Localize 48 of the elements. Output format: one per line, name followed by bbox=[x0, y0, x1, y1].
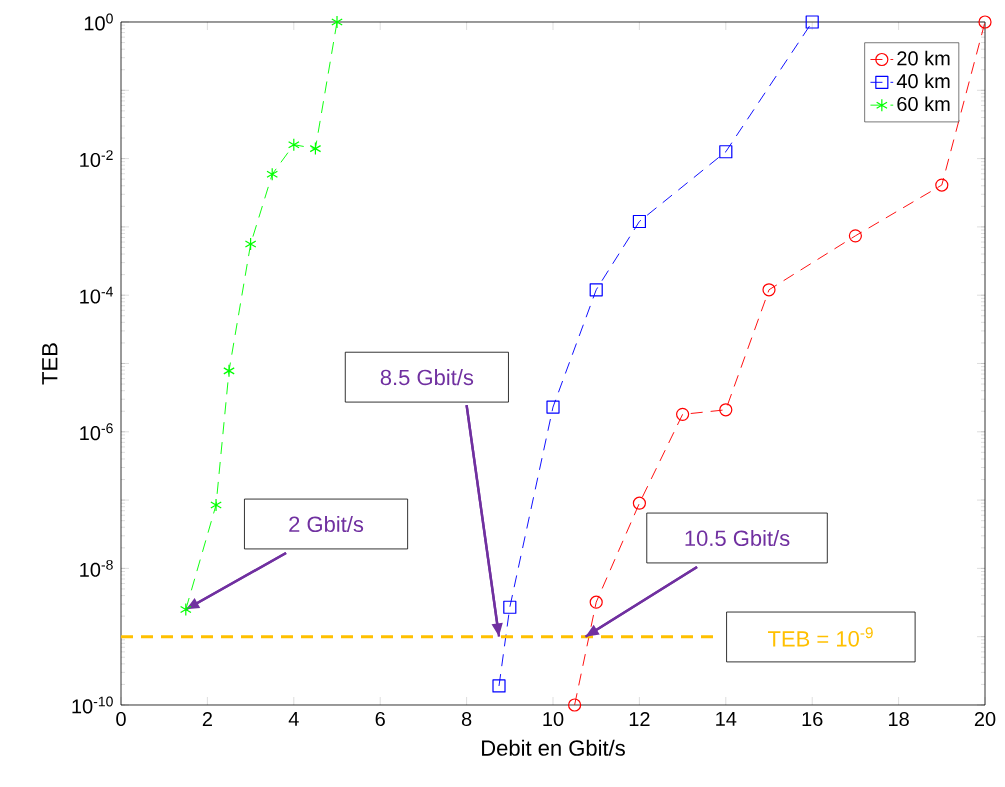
y-tick-label: 10$^{-2}$ bbox=[80, 150, 113, 168]
y-tick-label: 10$^{-4}$ bbox=[80, 286, 113, 304]
y-axis-title: TEB bbox=[42, 343, 58, 385]
annotation: 10.5 Gbit/s bbox=[685, 529, 790, 547]
y-tick-label: 10$^{-8}$ bbox=[80, 559, 113, 577]
x-tick-label: 8 bbox=[461, 711, 472, 727]
x-tick-label: 2 bbox=[202, 711, 212, 726]
legend-label: 60 km bbox=[897, 96, 950, 112]
point bbox=[288, 138, 300, 152]
point bbox=[568, 698, 582, 712]
point bbox=[719, 403, 733, 417]
y-tick-label: 10$^{0}$ bbox=[84, 13, 113, 31]
annotation: TEB = 10$^{-9}$ bbox=[768, 627, 873, 647]
point bbox=[978, 15, 992, 29]
point bbox=[266, 167, 278, 181]
legend-label: 20 km bbox=[897, 50, 950, 66]
legend-label: 40 km bbox=[896, 73, 950, 89]
x-tick-label: 6 bbox=[375, 711, 385, 727]
point bbox=[632, 496, 647, 510]
point bbox=[589, 283, 603, 297]
point bbox=[546, 400, 560, 414]
point bbox=[762, 283, 776, 297]
x-tick-label: 12 bbox=[629, 711, 650, 726]
point bbox=[632, 214, 647, 229]
x-tick-label: 14 bbox=[716, 711, 737, 726]
point bbox=[244, 237, 257, 251]
annotation: 2 Gbit/s bbox=[289, 515, 364, 533]
x-tick-label: 18 bbox=[889, 711, 909, 727]
point bbox=[719, 145, 733, 159]
annotation: 8.5 Gbit/s bbox=[380, 369, 474, 386]
point bbox=[676, 407, 690, 421]
point bbox=[848, 229, 862, 243]
point bbox=[210, 498, 222, 512]
x-tick-label: 0 bbox=[116, 711, 126, 727]
point bbox=[331, 15, 343, 29]
point bbox=[805, 15, 819, 29]
y-tick-label: 10$^{-6}$ bbox=[80, 423, 113, 441]
point bbox=[223, 364, 235, 378]
x-tick-label: 16 bbox=[802, 711, 823, 727]
x-tick-label: 4 bbox=[288, 711, 299, 726]
x-axis-title: Debit en Gbit/s bbox=[482, 739, 625, 756]
x-tick-label: 20 bbox=[974, 711, 996, 727]
point bbox=[309, 142, 322, 156]
point bbox=[935, 178, 949, 192]
y-tick-label: 10$^{-10}$ bbox=[72, 696, 113, 714]
x-tick-label: 10 bbox=[543, 711, 564, 727]
point bbox=[503, 600, 517, 614]
point bbox=[492, 679, 506, 693]
